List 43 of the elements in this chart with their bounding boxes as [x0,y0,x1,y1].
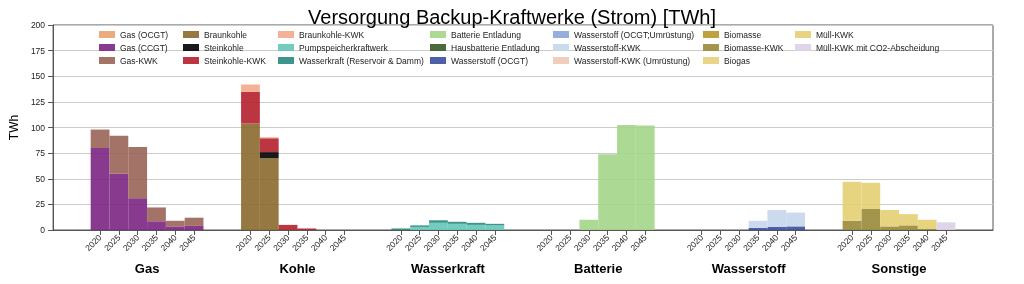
y-tick-label: 0 [40,225,46,235]
bar [241,84,260,92]
legend-label: Steinkohle [204,42,244,53]
legend-label: Pumpspeicherkraftwerk [299,42,389,53]
y-tick-label: 75 [35,148,46,159]
y-tick-label: 175 [30,45,46,56]
legend-label: Braunkohle-KWK [299,29,365,40]
y-tick-label: 25 [35,199,46,210]
text: Gas [134,261,160,276]
y-tick-label: 100 [30,122,46,133]
legend-label: Gas (OCGT) [120,29,169,40]
text: Batterie [574,261,623,276]
text: Kohle [279,261,316,276]
y-axis-title: TWh [7,114,21,141]
bar [259,152,279,159]
legend-label: Wasserstoff (OCGT;Umrüstung) [574,29,695,40]
text: Sonstige [871,261,927,276]
legend-label: Wasserstoff (OCGT) [451,55,529,66]
bar [147,207,166,222]
legend-label: Gas-KWK [120,55,159,66]
y-tick-label: 150 [30,71,46,82]
text: Wasserstoff [711,261,787,276]
y-tick-label: 50 [35,173,46,184]
y-tick-label: 125 [30,96,46,107]
text: Wasserkraft [410,261,486,276]
bar [259,138,279,153]
legend-label: Müll-KWK mit CO2-Abscheidung [816,42,940,53]
chart-title: Versorgung Backup-Kraftwerke (Strom) [TWh] [308,6,716,28]
legend-label: Batterie Entladung [451,29,522,40]
legend-label: Biomasse-KWK [724,42,784,53]
bar [241,91,260,124]
bar [936,222,956,230]
legend-label: Biogas [724,55,750,66]
y-tick-label: 200 [30,20,46,30]
legend-label: Wasserkraft (Reservoir & Damm) [299,55,424,66]
legend-label: Wasserstoff-KWK [574,42,641,53]
legend-label: Gas (CCGT) [120,42,168,53]
legend-label: Biomasse [724,29,762,40]
legend-label: Braunkohle [204,29,248,40]
legend-label: Müll-KWK [816,29,855,40]
legend-label: Steinkohle-KWK [204,55,267,66]
legend-label: Hausbatterie Entladung [451,42,541,53]
legend-label: Wasserstoff-KWK (Umrüstung) [574,55,691,66]
